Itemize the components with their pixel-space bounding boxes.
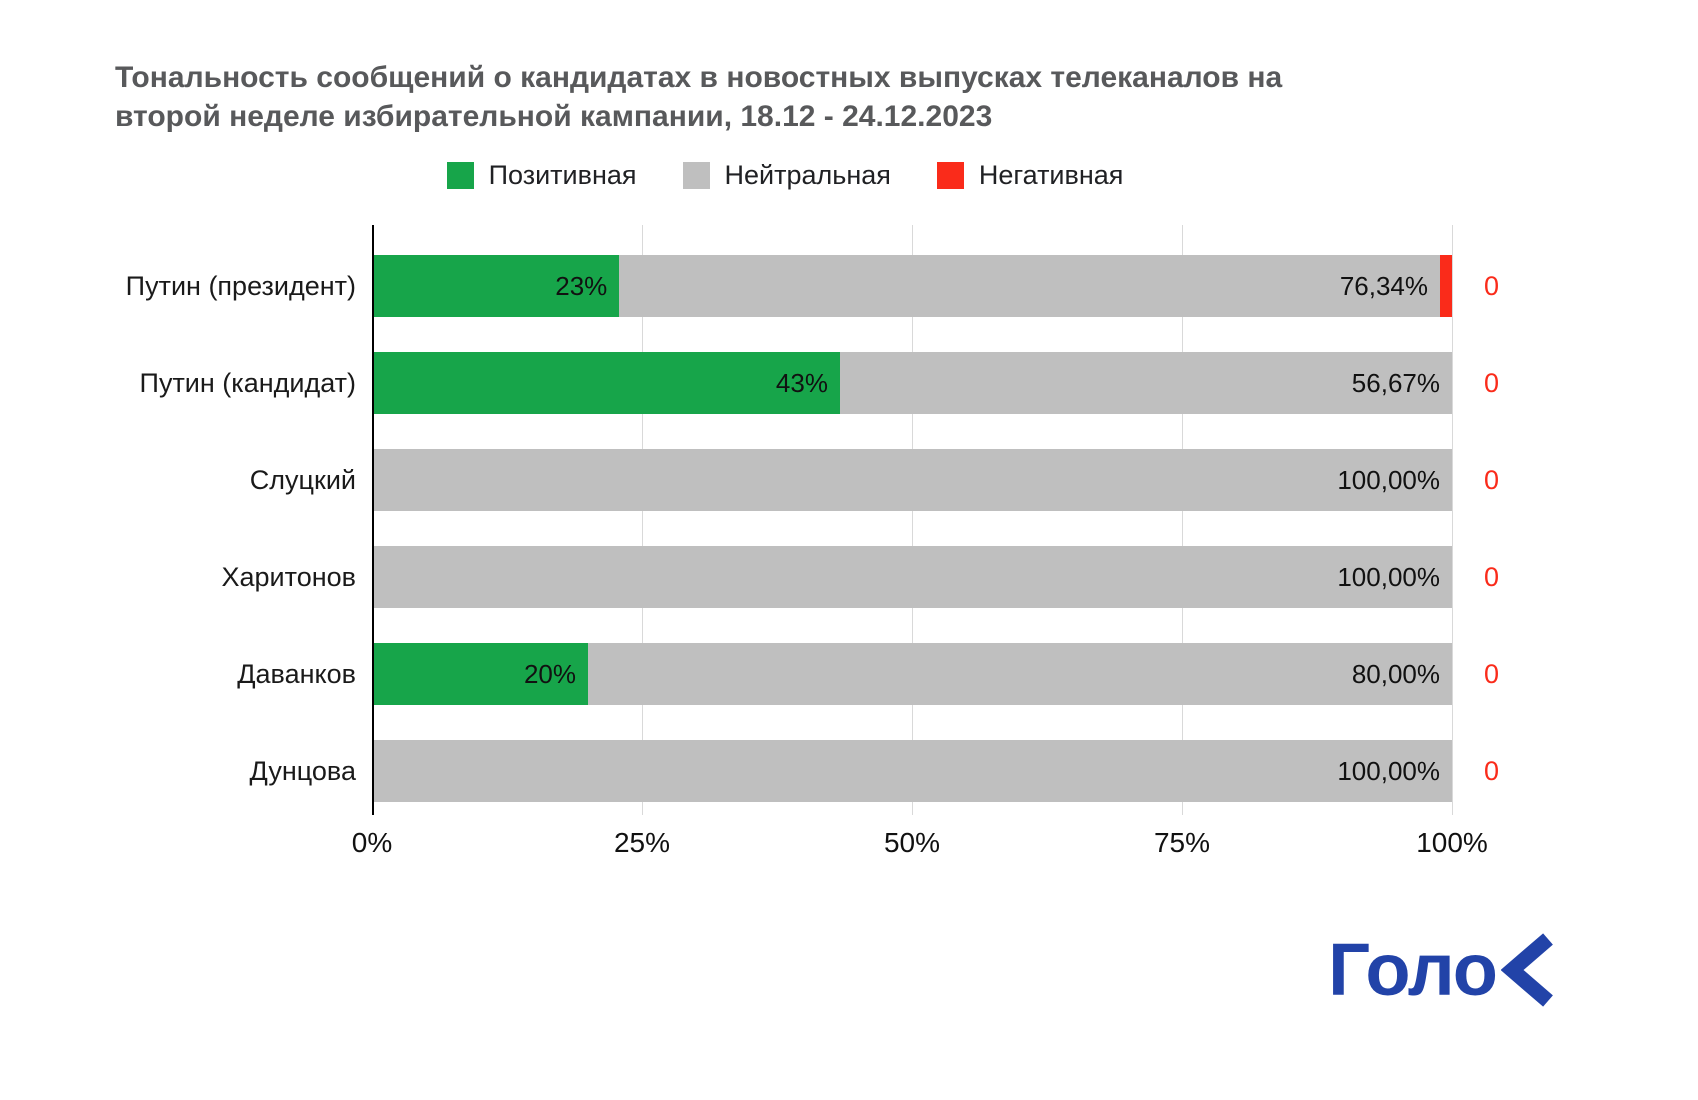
segment-positive: 20% [372, 643, 588, 705]
golos-logo: Голо [1328, 932, 1553, 1008]
segment-neutral: 100,00% [372, 546, 1452, 608]
segment-value-label: 100,00% [1337, 464, 1440, 495]
chart-title: Тональность сообщений о кандидатах в нов… [115, 58, 1565, 136]
segment-value-label: 100,00% [1337, 561, 1440, 592]
segment-neutral: 100,00% [372, 740, 1452, 802]
golos-c-chevron-icon [1501, 933, 1553, 1007]
legend-item: Позитивная [446, 159, 637, 191]
segment-neutral: 76,34% [619, 255, 1440, 317]
legend-label: Негативная [978, 159, 1124, 190]
x-tick-label: 75% [1153, 827, 1211, 858]
legend-swatch [682, 161, 710, 189]
category-label: Даванков [237, 658, 356, 689]
gridline [1182, 225, 1183, 815]
segment-value-label: 56,67% [1351, 367, 1440, 398]
segment-neutral: 56,67% [839, 352, 1452, 414]
segment-negative [1440, 255, 1452, 317]
legend: Позитивная Нейтральная Негативная [0, 158, 1570, 192]
category-label: Дунцова [249, 755, 356, 786]
category-label: Слуцкий [249, 464, 356, 495]
segment-positive: 23% [372, 255, 620, 317]
gridline [642, 225, 643, 815]
x-tick-label: 25% [613, 827, 671, 858]
category-label: Харитонов [221, 561, 356, 592]
negative-value-label: 0 [1484, 561, 1500, 592]
golos-c-chevron-path [1501, 933, 1553, 1007]
segment-value-label: 100,00% [1337, 755, 1440, 786]
negative-value-label: 0 [1484, 755, 1500, 786]
segment-value-label: 76,34% [1339, 270, 1428, 301]
x-tick-label: 100% [1416, 827, 1488, 858]
legend-swatch [936, 161, 964, 189]
legend-swatch [446, 161, 474, 189]
negative-value-label: 0 [1484, 367, 1500, 398]
gridline [1452, 225, 1453, 815]
segment-value-label: 20% [523, 658, 576, 689]
bar-row: Даванков 20% 80,00% 0 [237, 643, 1499, 705]
segment-neutral: 80,00% [588, 643, 1452, 705]
legend-label: Нейтральная [724, 159, 891, 190]
golos-logo-text: Голо [1328, 928, 1498, 1011]
gridline [912, 225, 913, 815]
x-axis: 0% 25% 50% 75% 100% [352, 827, 1488, 863]
chart-title-line2: второй неделе избирательной кампании, 18… [115, 100, 993, 133]
segment-value-label: 80,00% [1351, 658, 1440, 689]
segment-positive: 43% [372, 352, 840, 414]
legend-label: Позитивная [488, 159, 637, 190]
negative-value-label: 0 [1484, 270, 1500, 301]
stacked-bar: 100,00% [372, 546, 1452, 608]
plot-area: Путин (президент) 23% 76,34% 0 Путин (кандид… [126, 225, 1499, 815]
bar-row: Путин (кандидат) 43% 56,67% 0 [140, 352, 1499, 414]
negative-value-label: 0 [1484, 464, 1500, 495]
bar-row: Дунцова 100,00% 0 [249, 740, 1499, 802]
bar-row: Путин (президент) 23% 76,34% 0 [126, 255, 1499, 317]
legend-item: Нейтральная [682, 159, 891, 191]
x-axis-line [372, 225, 374, 815]
segment-value-label: 43% [775, 367, 828, 398]
stacked-bar: 20% 80,00% [372, 643, 1452, 705]
chart-title-line1: Тональность сообщений о кандидатах в нов… [115, 61, 1283, 94]
legend-item: Негативная [936, 159, 1124, 191]
x-tick-label: 0% [351, 827, 393, 858]
x-tick-label: 50% [883, 827, 941, 858]
negative-value-label: 0 [1484, 658, 1500, 689]
bar-row: Слуцкий 100,00% 0 [250, 449, 1499, 511]
bar-row: Харитонов 100,00% 0 [222, 546, 1499, 608]
segment-value-label: 23% [555, 270, 608, 301]
stacked-bar: 100,00% [372, 740, 1452, 802]
stacked-bar: 23% 76,34% [372, 255, 1452, 317]
category-label: Путин (президент) [125, 270, 356, 301]
category-label: Путин (кандидат) [139, 367, 356, 398]
segment-neutral: 100,00% [372, 449, 1452, 511]
stacked-bar: 100,00% [372, 449, 1452, 511]
stacked-bar: 43% 56,67% [372, 352, 1452, 414]
